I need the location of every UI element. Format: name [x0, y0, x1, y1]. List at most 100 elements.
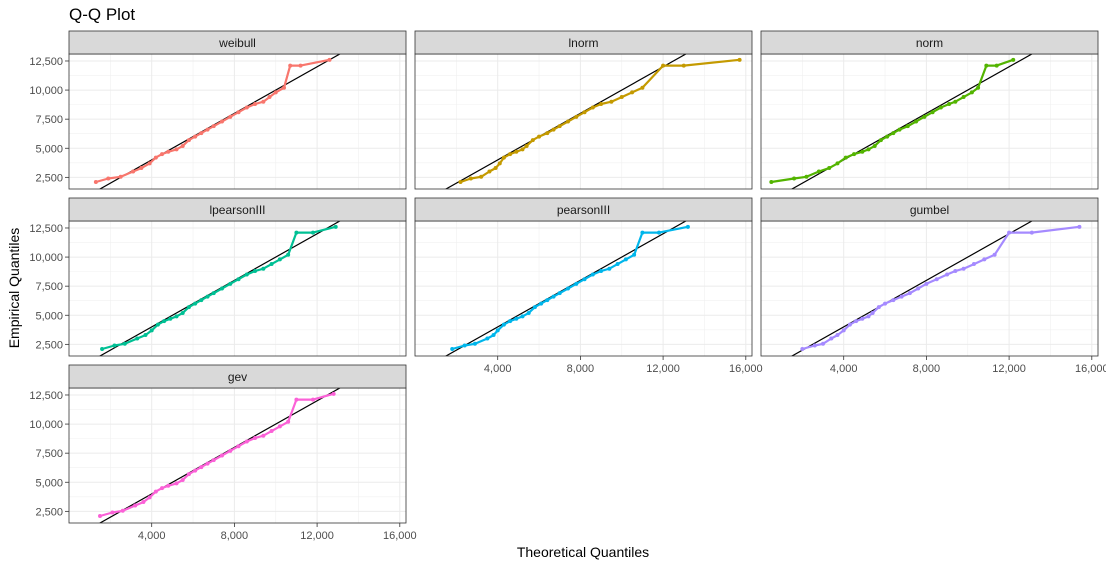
data-point-weibull [93, 180, 98, 185]
data-point-gev [120, 508, 125, 513]
data-point-lpearsoniii [244, 272, 249, 277]
data-point-lnorm [609, 99, 614, 104]
x-tick-label-pearsoniii: 4,000 [484, 363, 512, 375]
panel-lpearsoniii: lpearsonIII 2,500 5,000 7,500 10,000 12,500 [29, 197, 407, 357]
data-point-pearsoniii [472, 341, 477, 346]
data-point-gumbel [945, 272, 950, 277]
data-point-norm [1011, 57, 1016, 62]
x-tick-label-pearsoniii: 12,000 [646, 363, 680, 375]
series-line-norm [771, 58, 1014, 184]
data-point-lnorm [557, 124, 562, 129]
data-point-gumbel [982, 257, 987, 262]
data-point-lpearsoniii [193, 301, 198, 306]
y-tick-label: 5,000 [35, 143, 63, 155]
data-point-weibull [153, 155, 158, 160]
data-point-weibull [186, 138, 191, 143]
data-point-lnorm [508, 152, 513, 157]
data-point-norm [905, 124, 910, 129]
data-point-gumbel [860, 316, 865, 321]
data-point-gumbel [934, 277, 939, 282]
reference-line-group [790, 221, 1034, 356]
data-point-lpearsoniii [122, 341, 127, 346]
data-point-norm [930, 110, 935, 115]
strip-background [414, 30, 753, 55]
data-point-weibull [118, 174, 123, 179]
data-point-weibull [174, 147, 179, 152]
data-point-norm [994, 63, 999, 68]
data-point-weibull [327, 57, 332, 62]
data-point-weibull [193, 134, 198, 139]
panel-background [761, 54, 1098, 189]
data-point-weibull [236, 110, 241, 115]
data-point-gev [236, 444, 241, 449]
data-point-pearsoniii [574, 281, 579, 286]
data-point-weibull [131, 169, 136, 174]
strip-label-pearsoniii: pearsonIII [557, 203, 610, 217]
data-point-lnorm [661, 63, 666, 68]
data-point-gev [147, 495, 152, 500]
data-point-lpearsoniii [180, 310, 185, 315]
data-point-norm [891, 131, 896, 136]
reference-line [790, 221, 1034, 356]
data-point-gumbel [876, 305, 881, 310]
data-point-pearsoniii [526, 310, 531, 315]
data-point-lnorm [520, 147, 525, 152]
data-point-gumbel [829, 336, 834, 341]
data-point-gev [133, 503, 138, 508]
data-point-gumbel [835, 333, 840, 338]
data-point-pearsoniii [590, 272, 595, 277]
data-point-weibull [160, 152, 165, 157]
y-tick-label: 12,500 [29, 390, 63, 402]
data-point-gev [110, 510, 115, 515]
data-point-lnorm [565, 119, 570, 124]
data-point-weibull [147, 161, 152, 166]
data-point-norm [938, 105, 943, 110]
y-tick-label: 2,500 [35, 506, 63, 518]
data-point-lpearsoniii [135, 336, 140, 341]
data-point-lpearsoniii [219, 286, 224, 291]
data-point-lnorm [468, 176, 473, 181]
data-point-norm [835, 161, 840, 166]
series-group-gumbel [800, 224, 1082, 352]
x-tick-label-gev: 12,000 [300, 530, 334, 542]
data-point-lpearsoniii [236, 277, 241, 282]
data-point-pearsoniii [565, 286, 570, 291]
data-point-weibull [180, 143, 185, 148]
data-point-pearsoniii [607, 266, 612, 271]
y-tick-label: 7,500 [35, 448, 63, 460]
data-point-gev [174, 481, 179, 486]
data-point-norm [769, 180, 774, 185]
data-point-norm [914, 119, 919, 124]
data-point-gumbel [907, 291, 912, 296]
data-point-weibull [288, 63, 293, 68]
data-point-gev [261, 433, 266, 438]
panel-background [415, 54, 752, 189]
data-point-lpearsoniii [333, 224, 338, 229]
data-point-lpearsoniii [277, 257, 282, 262]
x-axis-title: Theoretical Quantiles [517, 544, 649, 560]
series-line-gev [99, 392, 334, 518]
y-tick-label: 7,500 [35, 114, 63, 126]
data-point-pearsoniii [501, 322, 506, 327]
series-line-pearsoniii [451, 225, 689, 351]
data-point-weibull [228, 114, 233, 119]
data-point-weibull [106, 176, 111, 181]
y-tick-label: 5,000 [35, 477, 63, 489]
data-point-gev [153, 489, 158, 494]
data-point-norm [827, 166, 832, 171]
data-point-lnorm [458, 180, 463, 185]
data-point-norm [843, 155, 848, 160]
data-point-gev [331, 391, 336, 396]
data-point-gev [269, 429, 274, 434]
data-point-lnorm [551, 127, 556, 132]
strip-background [68, 197, 407, 222]
data-point-pearsoniii [462, 343, 467, 348]
data-point-lpearsoniii [186, 305, 191, 310]
x-tick-label-pearsoniii: 16,000 [729, 363, 763, 375]
series-group-lpearsoniii [100, 224, 338, 352]
data-point-gev [219, 453, 224, 458]
facet-panels: weibull 2,500 5,000 7,500 10,000 12,500 lnorm n… [29, 30, 1106, 542]
data-point-lpearsoniii [253, 269, 258, 274]
y-tick-label: 10,000 [29, 252, 63, 264]
data-point-lpearsoniii [149, 328, 154, 333]
